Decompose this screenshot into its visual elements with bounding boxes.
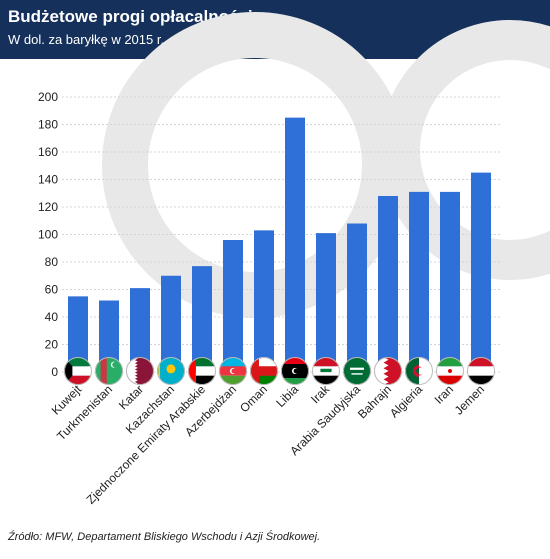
iran-flag-icon xyxy=(436,357,464,385)
bar xyxy=(378,196,398,372)
bar xyxy=(99,300,119,372)
flag-icons xyxy=(64,357,495,385)
algeria-flag-icon xyxy=(405,357,433,385)
chart-title: Budżetowe progi opłacalności xyxy=(8,7,253,26)
yemen-flag-icon xyxy=(467,357,495,385)
x-category-label: Algieria xyxy=(387,382,425,420)
bar xyxy=(471,172,491,372)
bar xyxy=(440,191,460,372)
bar xyxy=(130,288,150,372)
y-tick-label: 140 xyxy=(38,173,58,187)
x-category-label: Oman xyxy=(237,382,270,415)
bars xyxy=(68,117,491,372)
y-tick-label: 60 xyxy=(45,283,59,297)
bar xyxy=(409,191,429,372)
x-category-label: Iran xyxy=(432,382,457,407)
bar-chart: 0 20 40 60 80 100 120 140 160 180 200 KuwejtTurkme… xyxy=(38,12,550,507)
chart-subtitle: W dol. za baryłkę w 2015 r. xyxy=(8,32,165,47)
bar xyxy=(161,275,181,372)
bar xyxy=(347,223,367,372)
bar xyxy=(285,117,305,372)
bar xyxy=(68,296,88,372)
y-tick-label: 160 xyxy=(38,145,58,159)
iraq-flag-icon xyxy=(312,357,340,385)
y-tick-label: 40 xyxy=(45,310,59,324)
y-tick-label: 0 xyxy=(51,365,58,379)
y-tick-label: 120 xyxy=(38,200,58,214)
x-category-label: Jemen xyxy=(452,382,487,417)
y-axis-ticks: 0 20 40 60 80 100 120 140 160 180 200 xyxy=(38,90,58,379)
y-tick-label: 180 xyxy=(38,118,58,132)
source-note: Źródło: MFW, Departament Bliskiego Wscho… xyxy=(8,531,321,543)
bar xyxy=(192,266,212,372)
y-tick-label: 200 xyxy=(38,90,58,104)
bar xyxy=(223,240,243,372)
watermark-ring-partial xyxy=(380,20,550,280)
x-category-label: Irak xyxy=(308,382,333,407)
bar xyxy=(254,230,274,372)
azerbaijan-flag-icon xyxy=(219,357,247,385)
libya-flag-icon xyxy=(281,357,309,385)
uae-flag-icon xyxy=(188,357,216,385)
y-tick-label: 80 xyxy=(45,255,59,269)
x-category-label: Libia xyxy=(273,382,301,410)
y-tick-label: 100 xyxy=(38,228,58,242)
bar xyxy=(316,233,336,372)
y-tick-label: 20 xyxy=(45,338,59,352)
x-category-label: Bahrajn xyxy=(355,382,394,421)
